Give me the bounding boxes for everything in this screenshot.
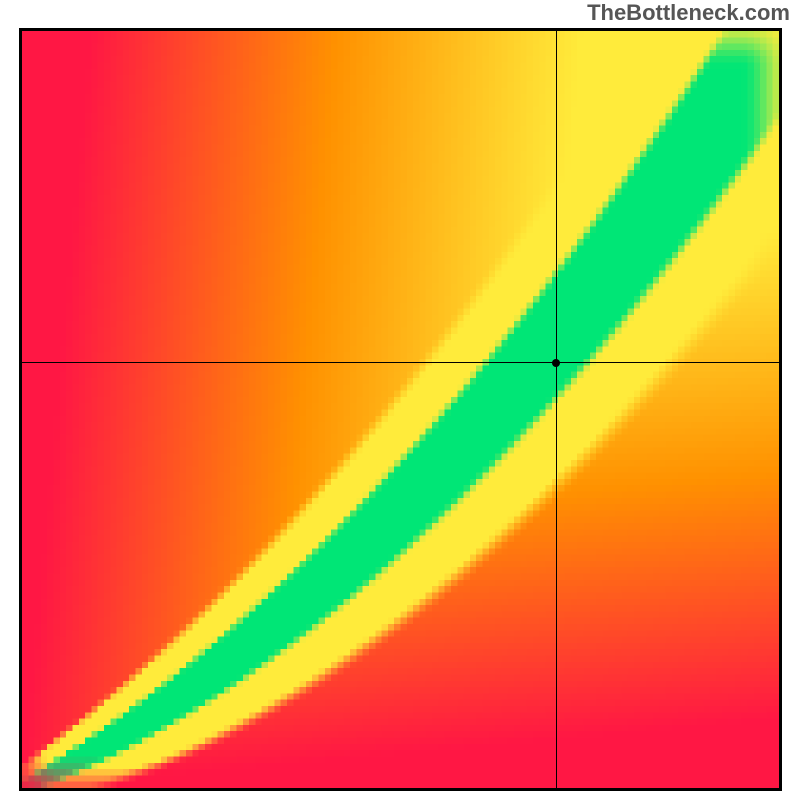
chart-container: { "watermark": { "text": "TheBottleneck.… (0, 0, 800, 800)
watermark-text: TheBottleneck.com (587, 0, 790, 26)
heatmap-canvas (22, 31, 779, 788)
